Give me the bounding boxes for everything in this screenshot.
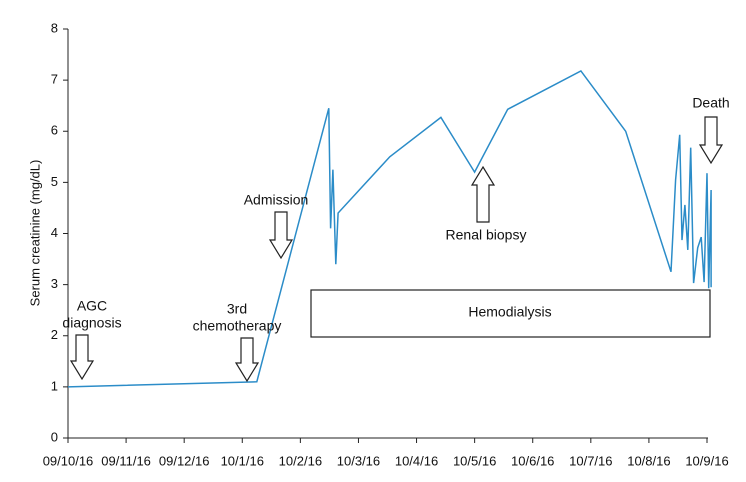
y-tick-label: 5	[51, 174, 58, 189]
x-tick-label: 09/11/16	[101, 453, 151, 468]
arrow	[698, 116, 724, 165]
x-tick-label: 10/8/16	[627, 453, 670, 468]
y-tick-label: 4	[51, 225, 58, 240]
annotation: Death	[692, 95, 729, 111]
annotation: AGC	[77, 298, 107, 314]
x-tick-label: 09/10/16	[43, 453, 94, 468]
arrow	[470, 165, 496, 223]
x-tick-label: 10/6/16	[511, 453, 554, 468]
y-tick-label: 7	[51, 72, 58, 87]
y-tick-label: 3	[51, 276, 58, 291]
y-axis-label: Serum creatinine (mg/dL)	[27, 160, 42, 307]
arrow	[69, 334, 95, 381]
y-tick-label: 6	[51, 123, 58, 138]
y-tick-label: 2	[51, 327, 58, 342]
x-tick-label: 10/3/16	[337, 453, 380, 468]
y-tick-label: 1	[51, 378, 58, 393]
annotation: Renal biopsy	[446, 227, 527, 243]
data-line	[67, 69, 712, 388]
x-tick-label: 10/4/16	[395, 453, 438, 468]
arrow	[268, 211, 294, 260]
hemodialysis-box	[310, 289, 711, 338]
annotation: diagnosis	[62, 315, 121, 331]
y-tick-label: 8	[51, 20, 58, 35]
x-tick-label: 10/2/16	[279, 453, 322, 468]
annotation: Admission	[244, 192, 309, 208]
y-tick-label: 0	[51, 429, 58, 444]
x-tick-label: 10/5/16	[453, 453, 496, 468]
annotation: chemotherapy	[193, 318, 282, 334]
x-tick-label: 10/7/16	[569, 453, 612, 468]
annotation: Hemodialysis	[468, 304, 551, 320]
x-tick-label: 09/12/16	[159, 453, 210, 468]
x-tick-label: 10/9/16	[685, 453, 728, 468]
annotation: 3rd	[227, 301, 247, 317]
x-tick-label: 10/1/16	[221, 453, 264, 468]
arrow	[234, 337, 260, 383]
